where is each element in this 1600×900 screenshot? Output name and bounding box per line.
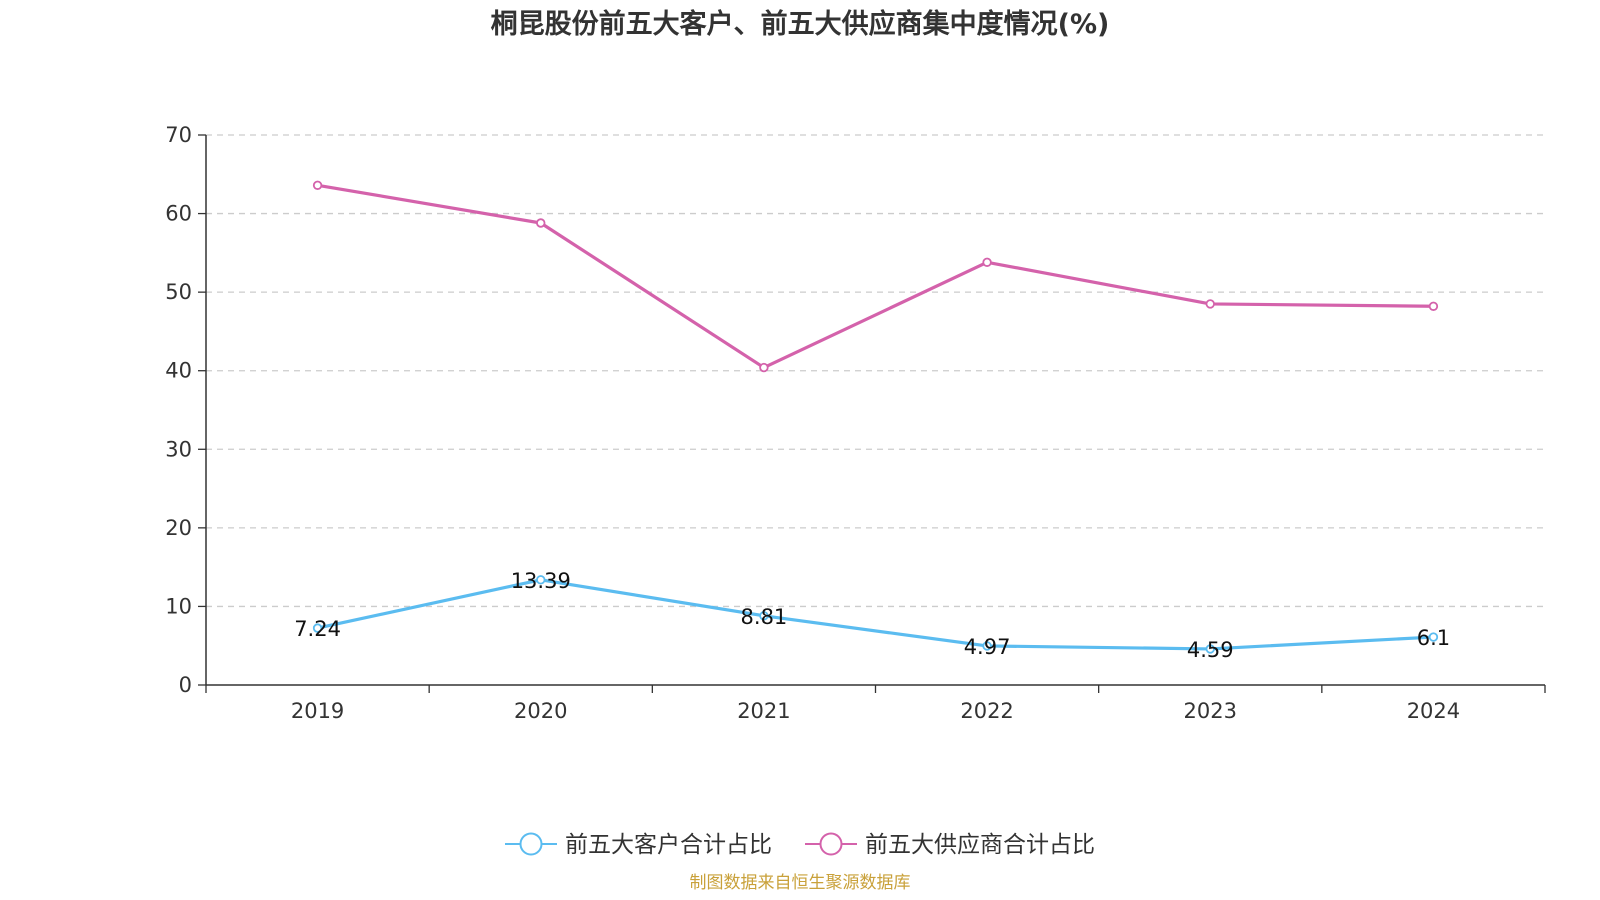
data-label: 4.97 [964, 635, 1011, 659]
data-point[interactable] [1428, 301, 1439, 311]
data-labels: 7.24 13.39 8.81 4.97 4.59 6.1 [294, 569, 1450, 662]
y-tick-label: 60 [165, 202, 192, 226]
data-label: 13.39 [511, 569, 571, 593]
data-point[interactable] [1428, 632, 1439, 642]
data-point[interactable] [312, 180, 323, 190]
y-tick-label: 50 [165, 280, 192, 304]
x-tick-label: 2023 [1184, 699, 1237, 723]
series-line [317, 183, 1434, 370]
y-tick-label: 30 [165, 437, 192, 461]
series-group [312, 180, 1439, 654]
x-tick-label: 2020 [514, 699, 567, 723]
grid-lines [206, 134, 1545, 608]
legend-label: 前五大客户合计占比 [565, 832, 772, 858]
data-point[interactable] [759, 611, 769, 621]
y-tick-label: 10 [165, 594, 192, 618]
data-point[interactable] [982, 257, 992, 267]
y-tick-label: 0 [179, 673, 192, 697]
data-point[interactable] [1205, 299, 1215, 309]
x-tick-label: 2021 [737, 699, 790, 723]
data-point[interactable] [1205, 644, 1215, 654]
data-label: 4.59 [1187, 638, 1234, 662]
legend[interactable]: 前五大客户合计占比 前五大供应商合计占比 [505, 832, 1095, 858]
data-point[interactable] [759, 362, 769, 373]
series-line [317, 578, 1434, 651]
chart-title: 桐昆股份前五大客户、前五大供应商集中度情况(%) [491, 8, 1110, 40]
data-point[interactable] [312, 623, 323, 633]
data-label: 6.1 [1417, 626, 1450, 650]
y-tick-label: 40 [165, 359, 192, 383]
data-label: 7.24 [294, 617, 341, 641]
data-point[interactable] [536, 575, 546, 585]
x-tick-label: 2022 [960, 699, 1013, 723]
legend-label: 前五大供应商合计占比 [865, 832, 1095, 858]
y-tick-label: 20 [165, 516, 192, 540]
legend-item[interactable]: 前五大供应商合计占比 [805, 832, 1095, 858]
source-note: 制图数据来自恒生聚源数据库 [690, 873, 911, 893]
y-tick-label: 70 [165, 123, 192, 147]
legend-item[interactable]: 前五大客户合计占比 [505, 832, 772, 858]
data-label: 8.81 [741, 605, 788, 629]
data-point[interactable] [536, 218, 546, 228]
x-tick-label: 2024 [1407, 699, 1460, 723]
legend-marker [519, 832, 543, 856]
x-tick-label: 2019 [291, 699, 344, 723]
axes: 0 10 20 30 40 50 60 70 2019 2020 2021 2022 2023 2024 [165, 123, 1546, 723]
legend-marker [819, 832, 843, 856]
data-point[interactable] [982, 641, 992, 651]
